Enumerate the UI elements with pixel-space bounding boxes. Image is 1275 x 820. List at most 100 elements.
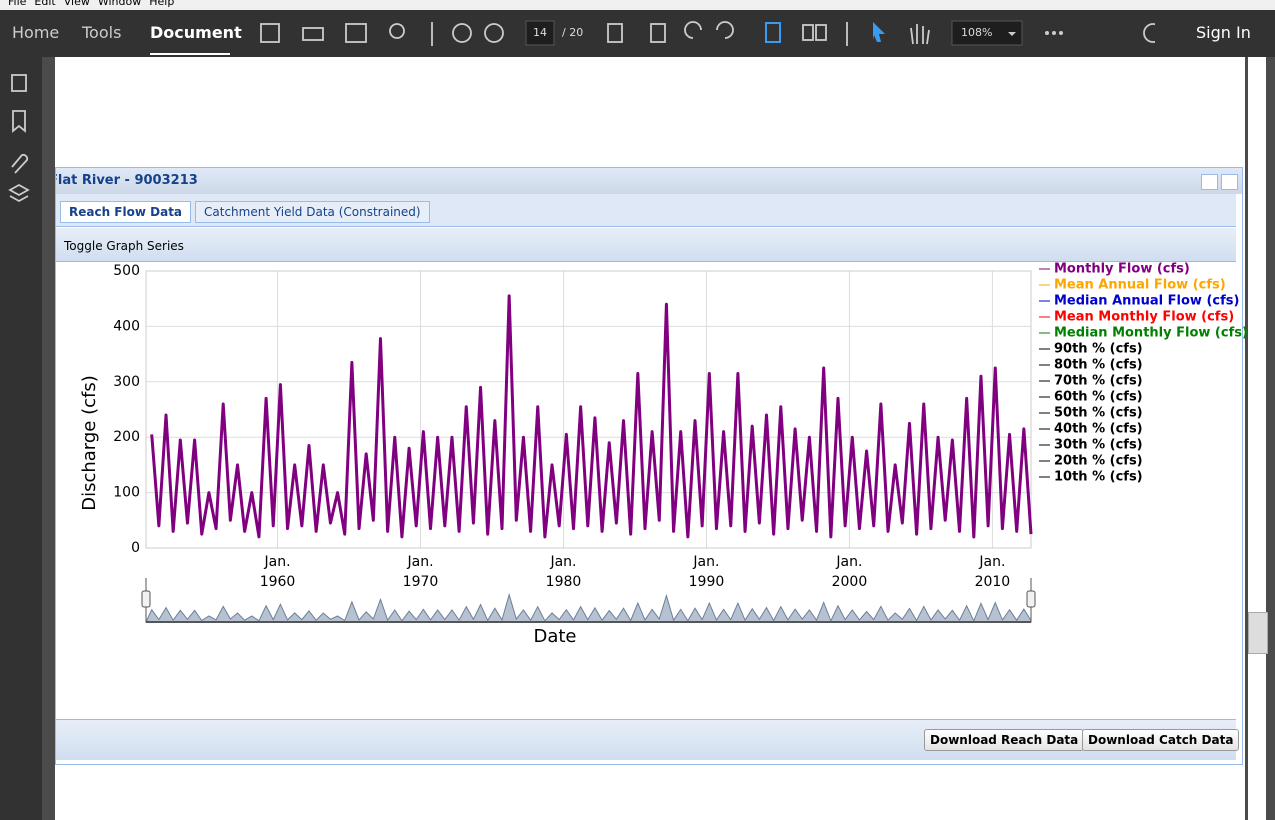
hand-tool[interactable]	[910, 24, 930, 45]
plot-border	[145, 270, 1032, 549]
attach-icon[interactable]	[11, 153, 29, 174]
x-tick-label-line: Jan.	[549, 554, 576, 570]
fit-width[interactable]	[650, 23, 666, 43]
legend-label[interactable]: 30th % (cfs)	[1054, 438, 1143, 453]
x-tick-label-line: 1960	[260, 574, 296, 590]
two-page[interactable]	[815, 24, 827, 41]
menu-bar: File Edit View Window Help	[0, 0, 1275, 10]
page-number[interactable]: 14	[533, 26, 547, 39]
left-sidebar	[0, 57, 42, 820]
navigator-handle[interactable]	[1026, 590, 1036, 608]
page-input[interactable]	[525, 20, 555, 46]
download-reach[interactable]: Download Reach Data	[924, 729, 1085, 751]
menu-item[interactable]: Window	[97, 0, 142, 8]
menu-item[interactable]: View	[63, 0, 90, 8]
x-tick-label-line: 2010	[975, 574, 1011, 590]
menu-item[interactable]: File	[8, 0, 27, 8]
legend-label[interactable]: 40th % (cfs)	[1054, 422, 1143, 437]
x-tick-label-line: Jan.	[692, 554, 719, 570]
x-tick-label: Jan. 1980	[546, 554, 582, 590]
two-page[interactable]	[802, 24, 814, 41]
print-icon[interactable]	[302, 27, 324, 41]
toolbar-icons	[260, 20, 1155, 46]
bookmark-icon[interactable]	[12, 110, 26, 133]
more[interactable]	[1045, 31, 1049, 35]
layers-icon[interactable]	[8, 183, 30, 203]
legend-label[interactable]: Mean Monthly Flow (cfs)	[1054, 310, 1234, 325]
y-axis-title: Discharge (cfs)	[79, 375, 100, 511]
next-page[interactable]	[484, 23, 504, 43]
x-tick-label-line: Jan.	[978, 554, 1005, 570]
search-icon[interactable]	[389, 23, 405, 39]
x-tick-label-line: Jan.	[406, 554, 433, 570]
tab[interactable]: Home	[12, 23, 60, 42]
legend-label[interactable]: 70th % (cfs)	[1054, 374, 1143, 389]
menu-item[interactable]: Edit	[34, 0, 56, 8]
x-axis-title: Date	[533, 626, 576, 647]
sidebar-strip	[42, 57, 55, 820]
legend-label[interactable]: Monthly Flow (cfs)	[1054, 262, 1190, 277]
download-catch[interactable]: Download Catch Data	[1082, 729, 1240, 751]
legend-label[interactable]: 20th % (cfs)	[1054, 454, 1143, 469]
scrollbar[interactable]	[1245, 57, 1275, 820]
panel-header	[56, 168, 1242, 194]
tab[interactable]: Tools	[82, 23, 122, 42]
series-line	[150, 294, 1033, 539]
sidebar-icons	[8, 74, 30, 203]
graph-toolbar	[56, 228, 1236, 262]
sign-in[interactable]: Sign In	[1196, 23, 1251, 42]
menu-item[interactable]: Help	[149, 0, 175, 8]
legend-label[interactable]: Median Monthly Flow (cfs)	[1054, 326, 1248, 341]
more	[1059, 31, 1063, 35]
legend-label[interactable]: Mean Annual Flow (cfs)	[1054, 278, 1226, 293]
navigator-area	[145, 592, 1032, 623]
help-icon[interactable]	[1143, 23, 1155, 43]
legend-label[interactable]: Median Annual Flow (cfs)	[1054, 294, 1239, 309]
legend-label[interactable]: 50th % (cfs)	[1054, 406, 1143, 421]
page-total: / 20	[562, 26, 584, 39]
save-icon[interactable]	[260, 23, 280, 43]
legend-label[interactable]: 60th % (cfs)	[1054, 390, 1143, 405]
y-tick-label: 300	[113, 374, 140, 390]
legend-label[interactable]: 80th % (cfs)	[1054, 358, 1143, 373]
graph-panel: Flat River - 9003213 Reach Flow Data Cat…	[55, 167, 1243, 765]
tab[interactable]: Document	[150, 23, 242, 42]
toolbar: Home Tools Document 14 / 20 108% Sign In	[0, 10, 1275, 57]
select-tool[interactable]	[873, 22, 885, 42]
x-tick-label-line: 1980	[546, 574, 582, 590]
tab-underline	[150, 53, 230, 55]
tab[interactable]: Reach Flow Data	[60, 201, 192, 223]
x-tick-label: Jan. 2010	[975, 554, 1011, 590]
x-tick-label: Jan. 1990	[689, 554, 725, 590]
toggle-series[interactable]: Toggle Graph Series	[64, 239, 184, 253]
zoom-arrow[interactable]	[1008, 32, 1016, 36]
tab[interactable]: Catchment Yield Data (Constrained)	[195, 201, 430, 223]
y-tick-label: 0	[131, 540, 140, 556]
zoom-level[interactable]: 108%	[961, 26, 993, 39]
scroll-thumb[interactable]	[1248, 612, 1268, 654]
x-tick-label-line: 1990	[689, 574, 725, 590]
pages-icon[interactable]	[11, 74, 27, 92]
single-page[interactable]	[765, 22, 781, 43]
collapse-button[interactable]	[1201, 174, 1218, 190]
y-tick-label: 100	[113, 485, 140, 501]
x-tick-label-line: 1970	[403, 574, 439, 590]
x-tick-label-line: Jan.	[835, 554, 862, 570]
prev-page[interactable]	[452, 23, 472, 43]
rotate-icons[interactable]	[684, 21, 734, 39]
navigator-handle[interactable]	[141, 590, 151, 608]
legend-label[interactable]: 10th % (cfs)	[1054, 470, 1143, 485]
legend-label[interactable]: 90th % (cfs)	[1054, 342, 1143, 357]
more	[1052, 31, 1056, 35]
x-tick-label-line: 2000	[832, 574, 868, 590]
x-tick-label: Jan. 1960	[260, 554, 296, 590]
x-tick-label: Jan. 2000	[832, 554, 868, 590]
snapshot-icon[interactable]	[345, 23, 367, 43]
y-tick-label: 400	[113, 318, 140, 334]
x-tick-label-line: Jan.	[264, 554, 291, 570]
fit-page[interactable]	[607, 23, 623, 43]
x-tick-label: Jan. 1970	[403, 554, 439, 590]
close-button[interactable]	[1221, 174, 1238, 190]
y-tick-label: 500	[113, 263, 140, 279]
